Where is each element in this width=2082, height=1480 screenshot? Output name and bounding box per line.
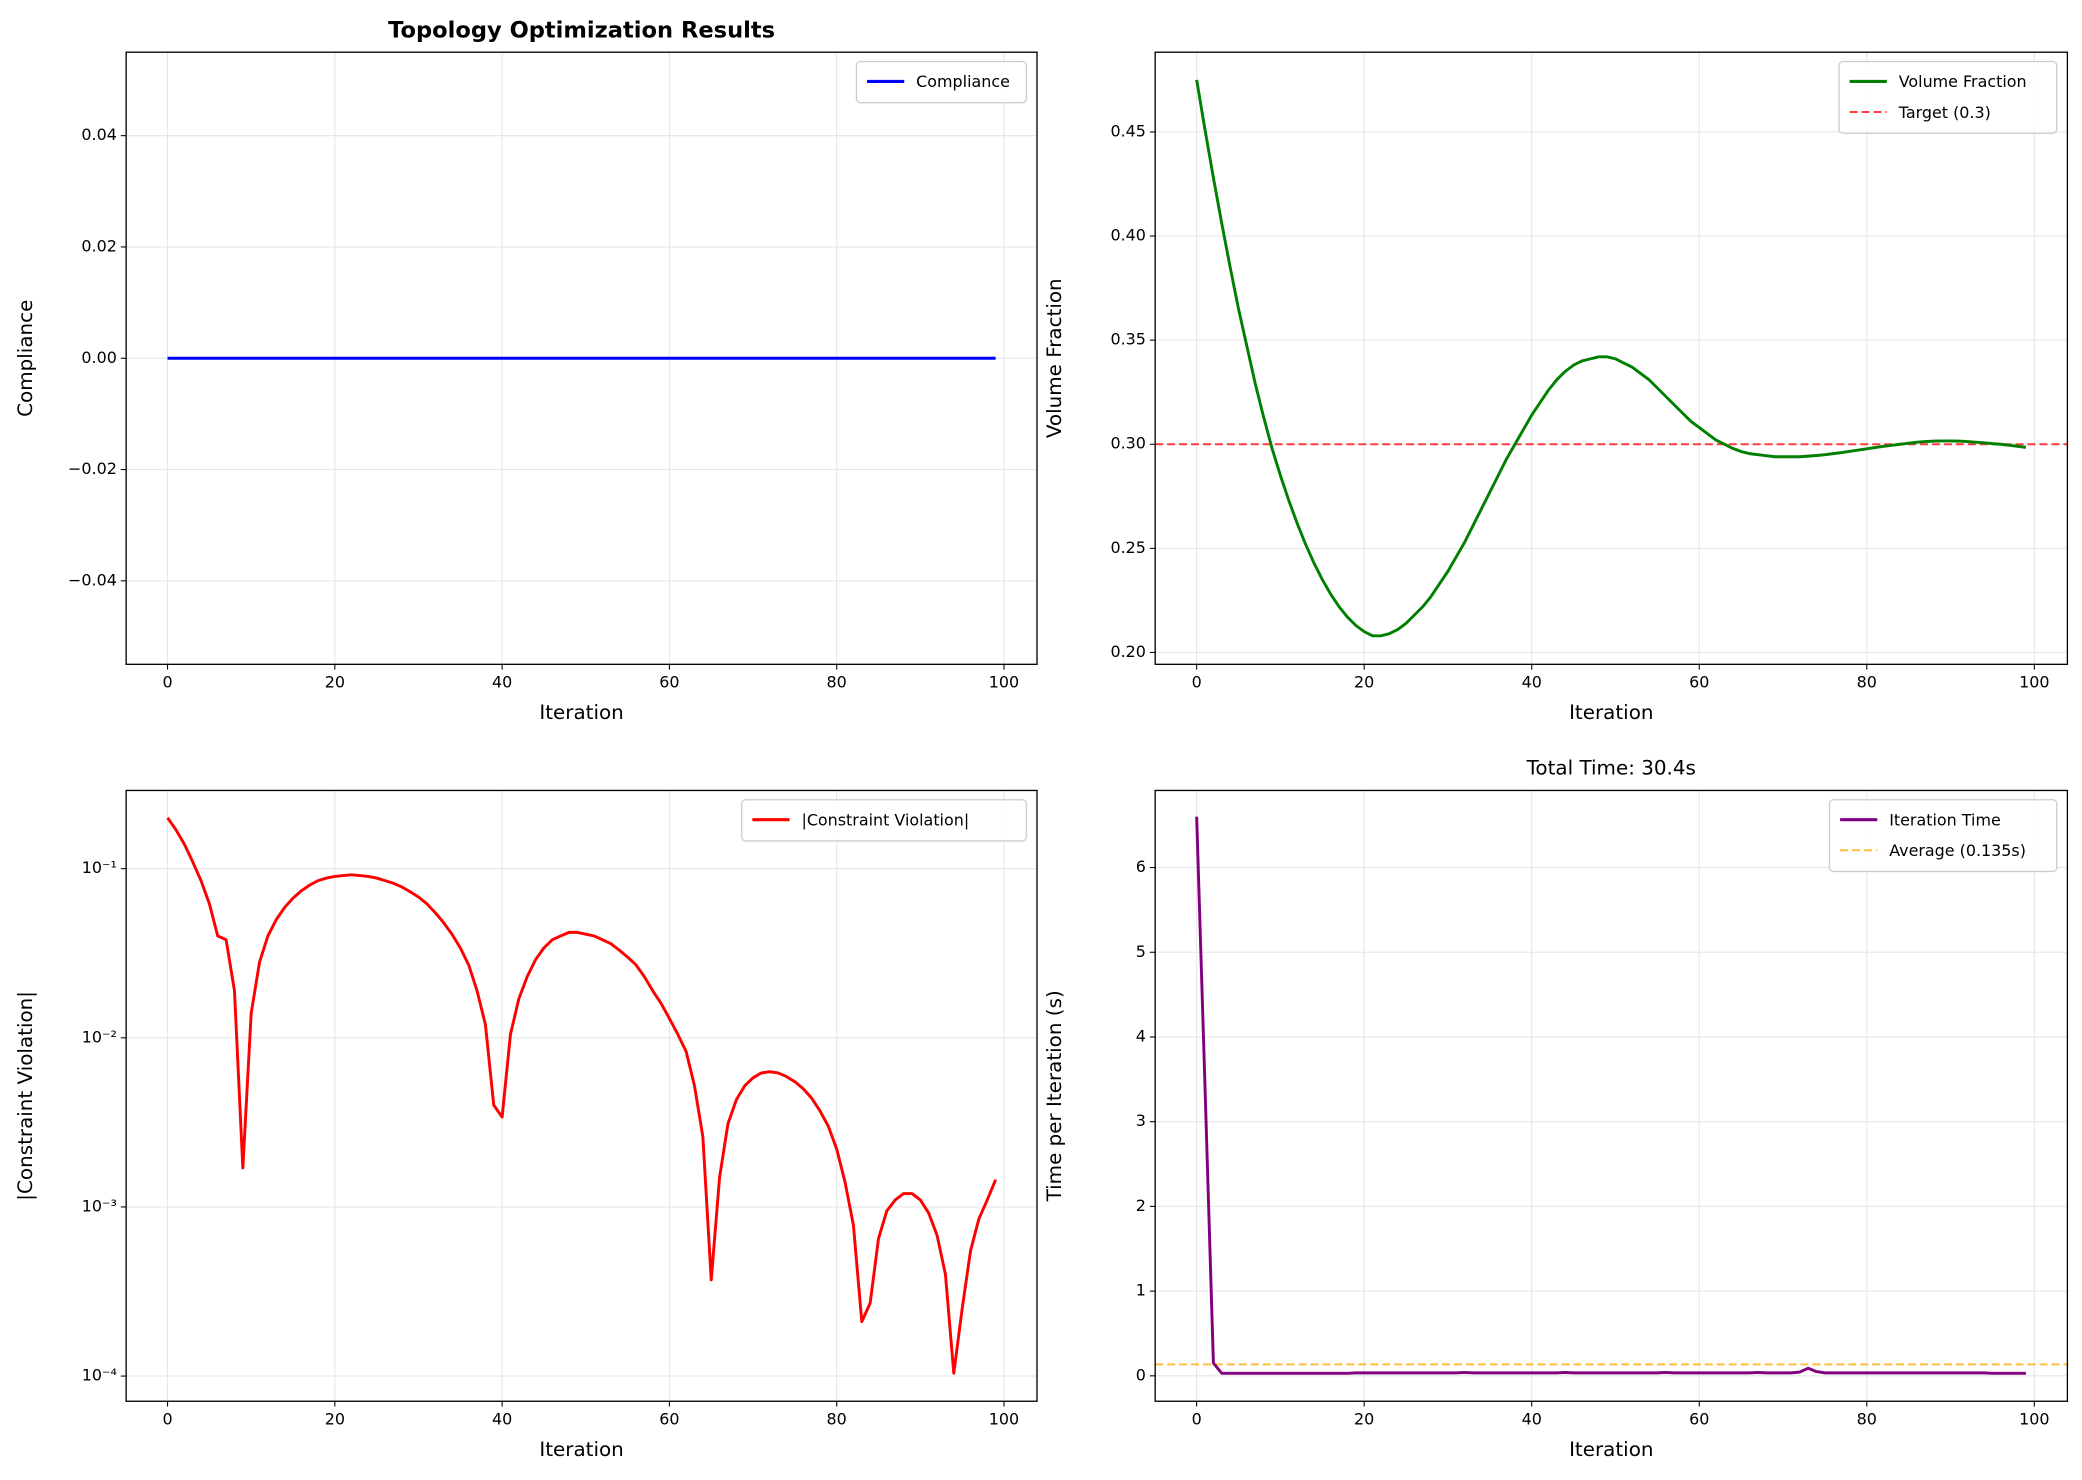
- x-tick-label: 40: [492, 672, 512, 691]
- x-tick-label: 0: [162, 1409, 172, 1428]
- y-tick-label: 4: [1136, 1026, 1146, 1045]
- axes-frame: [1154, 51, 2069, 665]
- x-axis-label: Iteration: [1569, 701, 1653, 724]
- y-tick-label: 1: [1136, 1281, 1146, 1300]
- x-tick-label: 0: [1192, 672, 1202, 691]
- x-tick-label: 100: [989, 672, 1019, 691]
- x-tick-label: 80: [1857, 672, 1877, 691]
- x-tick-label: 80: [827, 672, 847, 691]
- series-line: [1195, 79, 2027, 638]
- x-tick-label: 80: [827, 1409, 847, 1428]
- legend-label: Volume Fraction: [1899, 72, 2027, 91]
- x-tick-label: 40: [492, 1409, 512, 1428]
- chart-title: Total Time: 30.4s: [1526, 757, 1696, 780]
- legend-label: Target (0.3): [1898, 103, 1991, 122]
- y-tick-label: 0.04: [81, 125, 116, 144]
- y-tick-label: 2: [1136, 1196, 1146, 1215]
- series-line: [1195, 816, 2026, 1375]
- axes-frame: [125, 789, 1038, 1402]
- x-tick-label: 20: [1354, 1409, 1374, 1428]
- y-tick-label: 0.45: [1110, 121, 1145, 140]
- x-tick-label: 20: [325, 1409, 345, 1428]
- x-tick-label: 0: [162, 672, 172, 691]
- y-tick-label: 0.02: [81, 236, 116, 255]
- x-tick-label: 0: [1192, 1409, 1202, 1428]
- x-tick-label: 100: [2019, 1409, 2049, 1428]
- y-tick-label: 0.00: [81, 348, 116, 367]
- y-axis-label: |Constraint Violation|: [14, 991, 37, 1201]
- x-tick-label: 40: [1522, 672, 1542, 691]
- axes-frame: [1154, 789, 2069, 1402]
- legend-label: Iteration Time: [1889, 810, 2001, 829]
- x-tick-label: 100: [989, 1409, 1019, 1428]
- y-tick-label: 3: [1136, 1111, 1146, 1130]
- y-tick-label: 0.25: [1110, 538, 1145, 557]
- y-tick-label: −0.02: [68, 459, 117, 478]
- x-tick-label: 60: [659, 672, 679, 691]
- legend-box: [1828, 799, 2058, 873]
- plot-area: [126, 790, 1038, 1402]
- legend-label: Compliance: [916, 72, 1010, 91]
- x-tick-label: 100: [2019, 672, 2049, 691]
- plot-area: [1155, 790, 2068, 1402]
- x-axis-label: Iteration: [539, 701, 623, 724]
- y-tick-label: 0.20: [1110, 642, 1145, 661]
- y-axis-label: Volume Fraction: [1043, 278, 1066, 438]
- y-tick-label: 10⁻¹: [82, 858, 117, 877]
- x-tick-label: 60: [1689, 1409, 1709, 1428]
- y-tick-label: 10⁻⁴: [82, 1366, 117, 1385]
- y-tick-label: 10⁻²: [82, 1027, 117, 1046]
- y-tick-label: 0.40: [1110, 226, 1145, 245]
- legend-box: [1838, 60, 2058, 134]
- y-tick-label: 5: [1136, 942, 1146, 961]
- y-tick-label: −0.04: [68, 570, 117, 589]
- y-axis-label: Time per Iteration (s): [1043, 990, 1066, 1202]
- axes-frame: [125, 51, 1038, 665]
- x-axis-label: Iteration: [1569, 1438, 1653, 1461]
- x-tick-label: 60: [1689, 672, 1709, 691]
- x-tick-label: 80: [1857, 1409, 1877, 1428]
- legend-label: Average (0.135s): [1889, 841, 2026, 860]
- series-line: [166, 816, 997, 1375]
- legend-box: [855, 60, 1028, 104]
- x-tick-label: 60: [659, 1409, 679, 1428]
- y-tick-label: 6: [1136, 857, 1146, 876]
- y-tick-label: 10⁻³: [82, 1196, 117, 1215]
- chart-title: Topology Optimization Results: [388, 17, 775, 43]
- x-axis-label: Iteration: [539, 1438, 623, 1461]
- x-tick-label: 40: [1522, 1409, 1542, 1428]
- x-tick-label: 20: [325, 672, 345, 691]
- x-tick-label: 20: [1354, 672, 1374, 691]
- y-tick-label: 0.30: [1110, 434, 1145, 453]
- y-axis-label: Compliance: [14, 300, 37, 417]
- y-tick-label: 0: [1136, 1365, 1146, 1384]
- legend-box: [741, 799, 1028, 842]
- legend-label: |Constraint Violation|: [801, 810, 969, 829]
- y-tick-label: 0.35: [1110, 330, 1145, 349]
